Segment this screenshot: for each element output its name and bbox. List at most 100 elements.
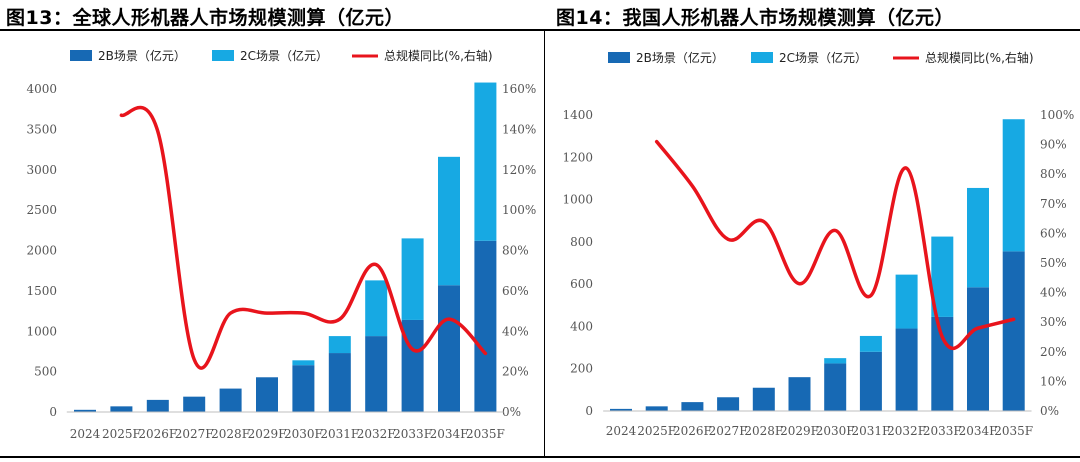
bar-2c [292, 360, 315, 366]
y2-tick-label: 40% [1040, 286, 1067, 300]
y2-tick-label: 140% [502, 122, 536, 136]
bar-2b [895, 328, 918, 411]
bottom-rule [0, 456, 1080, 458]
bar-2b [967, 287, 989, 411]
y2-tick-label: 100% [1040, 108, 1074, 122]
bar-2c [931, 236, 954, 317]
bar-2c [859, 335, 882, 352]
y2-tick-label: 80% [1040, 167, 1067, 181]
left-axis: 0 200 400 600 800 1000 1200 1400 [562, 108, 593, 418]
legend-item-series-2b: 2B场景（亿元） [70, 48, 186, 63]
legend-label: 2B场景（亿元） [636, 50, 724, 65]
right-axis: 0% 10% 20% 30% 40% 50% 60% 70% 80% 90% 100% [1040, 108, 1074, 418]
x-tick-label: 2026F [138, 427, 177, 441]
y2-tick-label: 60% [502, 284, 529, 298]
bar-2b [752, 387, 775, 411]
x-tick-label: 2032F [357, 427, 396, 441]
growth-line [119, 105, 488, 370]
y2-tick-label: 60% [1040, 226, 1067, 240]
china-market-chart: 2B场景（亿元） 2C场景（亿元） 总规模同比(%,右轴) 0 200 400 600 800… [562, 50, 1074, 438]
y2-tick-label: 10% [1040, 374, 1067, 388]
legend-label: 2B场景（亿元） [98, 48, 186, 63]
legend-swatch [751, 52, 773, 63]
y-tick-label: 1000 [562, 193, 593, 207]
legend-swatch [608, 52, 630, 63]
figure-13-title: 图13：全球人形机器人市场规模测算（亿元） [6, 7, 404, 29]
y-tick-label: 4000 [26, 82, 57, 96]
growth-line [654, 139, 1016, 350]
middle-divider [544, 29, 545, 458]
x-tick-label: 2034F [430, 427, 469, 441]
y-tick-label: 400 [570, 319, 593, 333]
legend-label: 总规模同比(%,右轴) [384, 48, 493, 63]
legend-swatch [70, 50, 92, 61]
y-tick-label: 1400 [562, 108, 593, 122]
y2-tick-label: 20% [1040, 345, 1067, 359]
right-axis: 0% 20% 40% 60% 80% 100% 120% 140% 160% [502, 82, 536, 419]
legend-item-series-2b: 2B场景（亿元） [608, 50, 724, 65]
y2-tick-label: 120% [502, 163, 536, 177]
legend-item-growth: 总规模同比(%,右轴) [893, 50, 1034, 65]
legend-item-growth: 总规模同比(%,右轴) [352, 48, 493, 63]
y-tick-label: 500 [34, 365, 57, 379]
x-tick-label: 2030F [284, 427, 323, 441]
bar-2c [401, 238, 424, 320]
x-axis: 2024 2025F2026F2027F2028F2029F2030F2031F2… [606, 424, 1033, 438]
bar-2b [256, 377, 278, 412]
x-tick-label: 2028F [744, 424, 783, 438]
bar-2b [681, 402, 704, 411]
legend-label: 总规模同比(%,右轴) [925, 50, 1034, 65]
legend-swatch [212, 50, 234, 61]
y2-tick-label: 30% [1040, 315, 1067, 329]
bar-2b [365, 336, 388, 412]
legend-item-series-2c: 2C场景（亿元） [212, 48, 328, 63]
bar-2c [824, 358, 847, 364]
x-tick-label: 2025F [102, 427, 141, 441]
y2-tick-label: 50% [1040, 256, 1067, 270]
bar-2c [438, 156, 460, 286]
x-tick-label: 2028F [211, 427, 250, 441]
y2-tick-label: 0% [1040, 404, 1059, 418]
y-tick-label: 2500 [26, 203, 57, 217]
legend-label: 2C场景（亿元） [779, 50, 867, 65]
global-market-chart: 2B场景（亿元） 2C场景（亿元） 总规模同比(%,右轴) 0 500 1000 1500 2… [26, 48, 536, 441]
y2-tick-label: 160% [502, 82, 536, 96]
bar-2b [438, 285, 460, 412]
bar-2b [146, 399, 169, 412]
y-tick-label: 3500 [26, 122, 57, 136]
bar-2b [328, 353, 351, 412]
y-tick-label: 800 [570, 235, 593, 249]
legend-item-series-2c: 2C场景（亿元） [751, 50, 867, 65]
y2-tick-label: 40% [502, 324, 529, 338]
y-tick-label: 1500 [26, 284, 57, 298]
bar-2c [967, 187, 989, 288]
bar-2b [219, 388, 242, 412]
y2-tick-label: 70% [1040, 197, 1067, 211]
bar-2b [788, 377, 811, 411]
bars [74, 82, 497, 412]
bar-2b [110, 406, 133, 412]
bars [610, 119, 1025, 411]
figure-14-title: 图14：我国人形机器人市场规模测算（亿元） [556, 7, 954, 29]
x-tick-label: 2026F [673, 424, 712, 438]
bar-2b [183, 396, 206, 412]
y-tick-label: 0 [585, 404, 593, 418]
y-tick-label: 1200 [562, 150, 593, 164]
x-tick-label: 2032F [887, 424, 926, 438]
bar-2b [1002, 251, 1025, 411]
y-tick-label: 600 [570, 277, 593, 291]
x-axis: 2024 2025F2026F2027F2028F2029F2030F2031F2… [70, 427, 505, 441]
bar-2b [74, 409, 96, 412]
bar-2b [610, 408, 632, 411]
y-tick-label: 1000 [26, 324, 57, 338]
y2-tick-label: 0% [502, 405, 521, 419]
bar-2c [474, 82, 497, 241]
y-tick-label: 3000 [26, 163, 57, 177]
y2-tick-label: 100% [502, 203, 536, 217]
x-tick-label: 2033F [393, 427, 432, 441]
bar-2c [365, 280, 388, 337]
x-tick-label: 2027F [175, 427, 214, 441]
y-tick-label: 2000 [26, 244, 57, 258]
x-tick-label: 2029F [780, 424, 819, 438]
x-tick-label: 2029F [248, 427, 287, 441]
